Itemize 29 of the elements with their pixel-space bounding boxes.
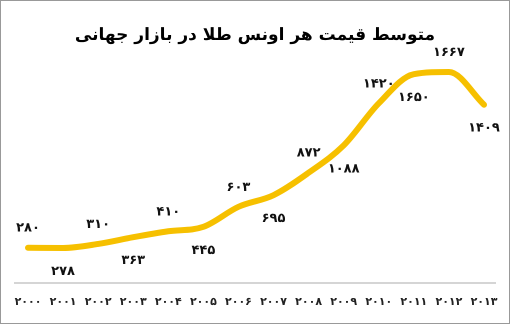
x-tick-label: ۲۰۰۳ <box>120 295 147 308</box>
x-tick-label: ۲۰۰۷ <box>260 295 288 308</box>
data-label: ۲۸۰ <box>16 220 40 236</box>
x-tick-label: ۲۰۱۰ <box>365 295 392 308</box>
data-label: ۶۹۵ <box>262 211 286 226</box>
chart-title: متوسط قیمت هر اونس طلا در بازار جهانی <box>74 25 436 45</box>
data-label: ۱۰۸۸ <box>328 161 360 176</box>
data-label: ۱۶۵۰ <box>398 90 430 106</box>
x-tick-label: ۲۰۰۵ <box>190 295 218 308</box>
data-label: ۴۱۰ <box>156 204 180 220</box>
data-label: ۳۶۳ <box>121 253 146 268</box>
x-tick-label: ۲۰۰۸ <box>295 295 322 308</box>
x-tick-label: ۲۰۱۱ <box>400 295 428 308</box>
data-label: ۶۰۳ <box>226 180 250 195</box>
x-tick-label: ۲۰۱۳ <box>470 295 498 308</box>
data-label: ۱۶۶۷ <box>433 45 465 60</box>
x-tick-label: ۲۰۰۲ <box>84 295 112 308</box>
x-tick-label: ۲۰۰۹ <box>330 295 358 308</box>
data-label: ۲۷۸ <box>51 264 76 279</box>
x-tick-label: ۲۰۰۱ <box>50 295 77 308</box>
data-label: ۱۴۲۰ <box>362 76 395 92</box>
x-tick-label: ۲۰۰۰ <box>14 295 42 308</box>
data-label: ۸۷۲ <box>296 146 321 161</box>
x-tick-label: ۲۰۰۴ <box>154 295 182 308</box>
data-label: ۳۱۰ <box>86 216 110 232</box>
data-label: ۱۴۰۹ <box>468 120 500 136</box>
data-label: ۴۴۵ <box>191 242 216 258</box>
x-tick-label: ۲۰۱۲ <box>435 295 463 308</box>
x-tick-label: ۲۰۰۶ <box>225 295 252 308</box>
